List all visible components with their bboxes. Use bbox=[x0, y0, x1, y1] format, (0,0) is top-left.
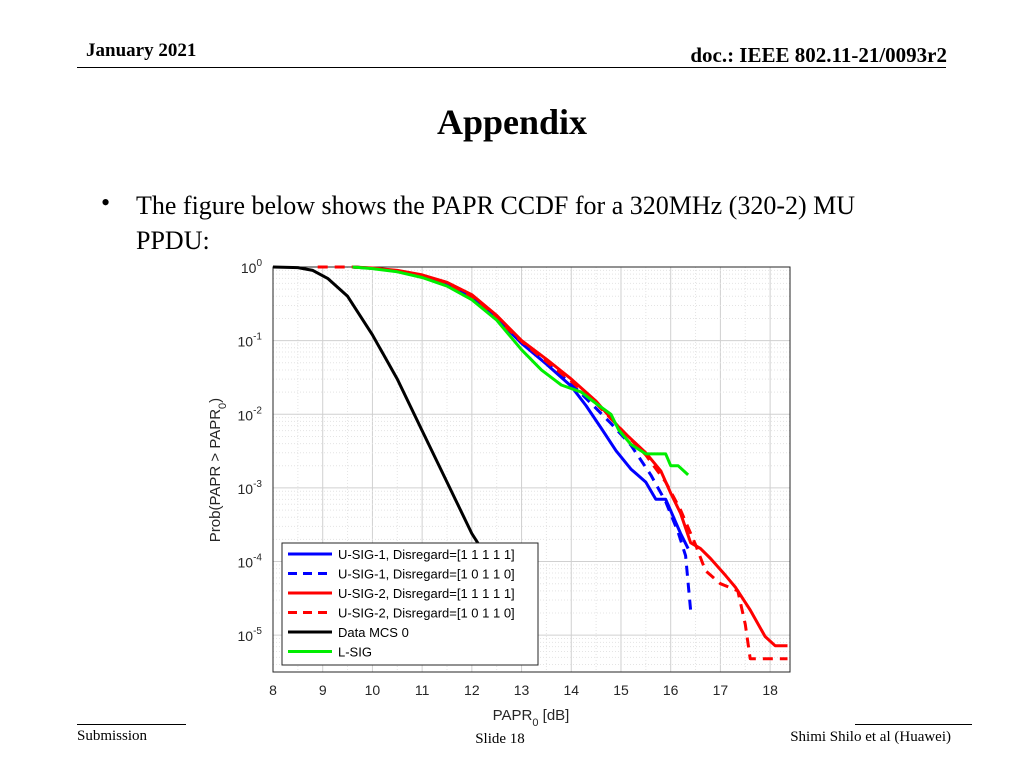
footer-rule-right bbox=[855, 724, 972, 725]
footer-rule-left bbox=[77, 724, 186, 725]
x-tick-label: 14 bbox=[563, 682, 579, 698]
y-tick-label: 10-1 bbox=[238, 332, 263, 350]
legend: U-SIG-1, Disregard=[1 1 1 1 1] U-SIG-1, D… bbox=[281, 542, 539, 666]
legend-label: L-SIG bbox=[338, 645, 372, 660]
legend-label: U-SIG-1, Disregard=[1 1 1 1 1] bbox=[338, 547, 515, 562]
x-axis-label-subscript: 0 bbox=[532, 717, 538, 729]
series-line-4 bbox=[317, 265, 788, 661]
y-tick-label-base: 10 bbox=[241, 260, 257, 276]
x-axis-label: PAPR0 [dB] bbox=[493, 707, 570, 729]
y-tick-label: 100 bbox=[241, 258, 263, 276]
x-tick-label: 9 bbox=[319, 682, 327, 698]
x-tick-label: 11 bbox=[415, 682, 430, 698]
y-tick-label: 10-5 bbox=[238, 626, 263, 644]
y-tick-label-exponent: -3 bbox=[253, 479, 262, 490]
header-date: January 2021 bbox=[86, 40, 197, 61]
x-tick-labels: 8 9 10 11 12 13 14 15 16 17 18 bbox=[269, 682, 778, 698]
header-doc-id: doc.: IEEE 802.11-21/0093r2 bbox=[690, 43, 947, 67]
y-tick-label-base: 10 bbox=[238, 555, 254, 571]
y-tick-label-base: 10 bbox=[238, 628, 254, 644]
y-tick-label-exponent: -2 bbox=[253, 405, 262, 416]
y-axis-label: Prob(PAPR > PAPR0) bbox=[207, 398, 229, 542]
header-rule bbox=[77, 67, 946, 68]
y-tick-label-exponent: 0 bbox=[256, 258, 262, 269]
legend-label: U-SIG-2, Disregard=[1 1 1 1 1] bbox=[338, 586, 515, 601]
y-tick-label-base: 10 bbox=[238, 481, 254, 497]
x-tick-label: 13 bbox=[514, 682, 530, 698]
x-axis-label-unit: [dB] bbox=[539, 707, 570, 724]
y-axis-label-subscript: 0 bbox=[217, 403, 229, 409]
series-line-6 bbox=[352, 265, 690, 477]
x-tick-label: 18 bbox=[762, 682, 778, 698]
y-tick-label-exponent: -5 bbox=[253, 626, 262, 637]
footer-slide-number: Slide 18 bbox=[475, 731, 525, 747]
x-tick-label: 15 bbox=[613, 682, 629, 698]
legend-label: Data MCS 0 bbox=[338, 625, 409, 640]
x-tick-label: 12 bbox=[464, 682, 480, 698]
x-axis-label-main: PAPR bbox=[493, 707, 533, 724]
series-line-5 bbox=[272, 265, 496, 566]
slide-title: Appendix bbox=[436, 102, 588, 142]
bullet-marker: • bbox=[101, 188, 111, 217]
legend-label: U-SIG-1, Disregard=[1 0 1 1 0] bbox=[338, 567, 515, 582]
legend-label: U-SIG-2, Disregard=[1 0 1 1 0] bbox=[338, 606, 515, 621]
x-tick-label: 8 bbox=[269, 682, 277, 698]
legend-box bbox=[281, 542, 539, 666]
footer-authors: Shimi Shilo et al (Huawei) bbox=[790, 729, 951, 745]
bullet-text: The figure below shows the PAPR CCDF for… bbox=[136, 191, 856, 255]
y-tick-label-exponent: -1 bbox=[253, 332, 262, 343]
series-lines bbox=[272, 265, 788, 661]
x-tick-label: 16 bbox=[663, 682, 679, 698]
y-tick-label: 10-3 bbox=[238, 479, 263, 497]
y-tick-label: 10-4 bbox=[238, 553, 263, 571]
y-tick-label-base: 10 bbox=[238, 407, 254, 423]
y-tick-label-exponent: -4 bbox=[253, 553, 262, 564]
footer-submission: Submission bbox=[77, 728, 148, 744]
y-tick-label-base: 10 bbox=[238, 334, 254, 350]
plot-frame bbox=[272, 266, 791, 673]
x-tick-label: 17 bbox=[713, 682, 729, 698]
x-tick-label: 10 bbox=[365, 682, 381, 698]
y-tick-label: 10-2 bbox=[238, 405, 263, 423]
y-axis-label-main: Prob(PAPR > PAPR bbox=[207, 409, 224, 542]
y-axis-label-end: ) bbox=[207, 398, 224, 403]
legend-items: U-SIG-1, Disregard=[1 1 1 1 1] U-SIG-1, D… bbox=[288, 547, 515, 660]
